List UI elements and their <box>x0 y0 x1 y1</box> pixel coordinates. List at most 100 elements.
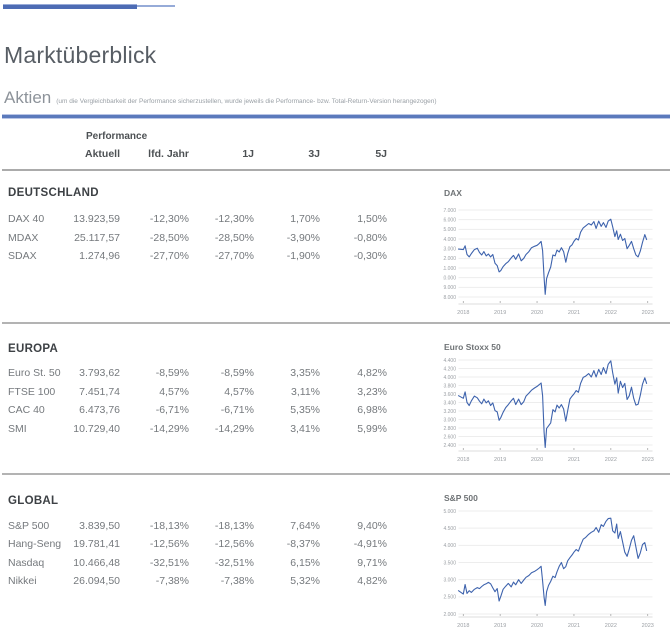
y-axis-tick-label: 13.000 <box>443 246 456 252</box>
y-axis-tick-label: 4.500 <box>443 526 456 532</box>
x-axis-tick-label: 2020 <box>531 457 543 463</box>
aktien-heading: Aktien <box>4 88 52 107</box>
x-axis-tick-label: 2019 <box>494 310 506 316</box>
y-axis-tick-label: 4.400 <box>443 358 456 364</box>
dax-line-chart: 8.000 9.000 10.000 11.000 12.000 13.000 14.000… <box>443 208 654 316</box>
section-title: EUROPA <box>8 343 59 355</box>
value-lfd-jahr: -7,38% <box>155 575 189 588</box>
index-name: S&P 500 <box>8 519 50 532</box>
y-axis-tick-label: 3.000 <box>443 417 456 423</box>
header-divider <box>2 169 670 171</box>
table-row: Nasdaq 10.466,48 -32,51% -32,51% 6,15% 9,71% <box>8 554 390 573</box>
x-axis-tick-label: 2022 <box>605 623 617 629</box>
column-header-1j: 1J <box>242 148 254 160</box>
value-1j: -27,70% <box>214 250 254 263</box>
index-name: MDAX <box>8 231 39 244</box>
section-rows: DAX 40 13.923,59 -12,30% -12,30% 1,70% 1,50% M… <box>8 210 390 266</box>
x-axis-tick-label: 2021 <box>568 457 580 463</box>
section-deutschland: DEUTSCHLAND DAX 40 13.923,59 -12,30% -12,30… <box>8 187 390 266</box>
blue-divider <box>2 114 670 119</box>
value-lfd-jahr: -12,56% <box>149 538 189 551</box>
table-row: Euro St. 50 3.793,62 -8,59% -8,59% 3,35% 4,82… <box>8 364 390 383</box>
y-axis-tick-label: 15.000 <box>443 227 456 233</box>
index-name: Nasdaq <box>8 556 45 569</box>
y-axis-tick-label: 3.400 <box>443 400 456 406</box>
value-lfd-jahr: -28,50% <box>149 231 189 244</box>
x-axis-tick-label: 2018 <box>457 623 469 629</box>
value-aktuell: 10.729,40 <box>73 422 120 435</box>
index-name: FTSE 100 <box>8 385 56 398</box>
table-row: Nikkei 26.094,50 -7,38% -7,38% 5,32% 4,82% <box>8 572 390 591</box>
value-1j: -6,71% <box>220 404 254 417</box>
x-axis-tick-label: 2023 <box>642 623 654 629</box>
y-axis-tick-label: 3.500 <box>443 560 456 566</box>
section-title: DEUTSCHLAND <box>8 187 99 199</box>
table-row: SMI 10.729,40 -14,29% -14,29% 3,41% 5,99% <box>8 420 390 439</box>
value-3j: 5,35% <box>290 404 320 417</box>
y-axis-tick-label: 9.000 <box>443 285 456 291</box>
value-3j: 5,32% <box>290 575 320 588</box>
column-group-header: Performance <box>86 131 148 142</box>
brand-bar-segment-light <box>137 5 175 7</box>
column-header-aktuell: Aktuell <box>84 148 120 160</box>
value-aktuell: 3.793,62 <box>79 367 120 380</box>
value-3j: -8,37% <box>286 538 320 551</box>
value-3j: 3,11% <box>291 385 320 398</box>
value-5j: 4,82% <box>357 367 387 380</box>
value-aktuell: 10.466,48 <box>73 556 120 569</box>
y-axis-tick-label: 14.000 <box>443 237 456 243</box>
value-lfd-jahr: -6,71% <box>155 404 189 417</box>
value-lfd-jahr: -32,51% <box>149 556 189 569</box>
x-axis-tick-label: 2022 <box>605 310 617 316</box>
y-axis-tick-label: 11.000 <box>443 266 456 272</box>
value-1j: -28,50% <box>214 231 254 244</box>
index-name: Nikkei <box>8 575 37 588</box>
table-row: SDAX 1.274,96 -27,70% -27,70% -1,90% -0,30% <box>8 247 390 266</box>
value-1j: -14,29% <box>214 422 254 435</box>
value-lfd-jahr: -18,13% <box>149 519 189 532</box>
x-axis-tick-label: 2019 <box>494 457 506 463</box>
value-aktuell: 25.117,57 <box>74 231 120 244</box>
value-5j: 9,71% <box>357 556 387 569</box>
y-axis-tick-label: 8.000 <box>443 295 456 301</box>
section-europa: EUROPA Euro St. 50 3.793,62 -8,59% -8,59% 3,… <box>8 343 390 439</box>
page-title: Marktüberblick <box>4 42 157 68</box>
value-1j: -8,59% <box>220 367 254 380</box>
table-row: S&P 500 3.839,50 -18,13% -18,13% 7,64% 9,40% <box>8 517 390 536</box>
y-axis-tick-label: 4.200 <box>443 366 456 372</box>
table-row: CAC 40 6.473,76 -6,71% -6,71% 5,35% 6,98% <box>8 401 390 420</box>
value-3j: 1,70% <box>290 213 320 226</box>
value-lfd-jahr: 4,57% <box>159 385 189 398</box>
table-row: MDAX 25.117,57 -28,50% -28,50% -3,90% -0,80% <box>8 229 390 248</box>
section-rows: S&P 500 3.839,50 -18,13% -18,13% 7,64% 9,40% H… <box>8 517 390 591</box>
section-divider <box>2 473 670 475</box>
x-axis-tick-label: 2018 <box>457 310 469 316</box>
table-row: FTSE 100 7.451,74 4,57% 4,57% 3,11% 3,23% <box>8 383 390 402</box>
chart-title-euro-stoxx-50: Euro Stoxx 50 <box>444 342 501 352</box>
price-line <box>457 517 648 606</box>
y-axis-tick-label: 16.000 <box>443 217 456 223</box>
x-axis-tick-label: 2021 <box>568 623 580 629</box>
euro-stoxx-50-line-chart: 2.400 2.600 2.800 3.000 3.200 3.400 3.600 3.800… <box>443 358 654 463</box>
value-aktuell: 7.451,74 <box>79 385 120 398</box>
value-5j: 1,50% <box>357 213 387 226</box>
value-lfd-jahr: -27,70% <box>149 250 189 263</box>
section-global: GLOBAL S&P 500 3.839,50 -18,13% -18,13% 7,64… <box>8 495 390 591</box>
sp-500-line-chart: 2.000 2.500 3.000 3.500 4.000 4.500 5.000 2018 2… <box>443 509 654 629</box>
x-axis-tick-label: 2020 <box>531 623 543 629</box>
value-5j: 5,99% <box>357 422 387 435</box>
price-line <box>457 218 648 295</box>
value-aktuell: 1.274,96 <box>79 250 120 263</box>
value-3j: 3,41% <box>290 422 320 435</box>
value-lfd-jahr: -8,59% <box>155 367 189 380</box>
x-axis-tick-label: 2020 <box>531 310 543 316</box>
chart-title-dax: DAX <box>444 188 462 198</box>
value-5j: -0,80% <box>353 231 387 244</box>
x-axis-tick-label: 2019 <box>494 623 506 629</box>
y-axis-tick-label: 3.000 <box>443 577 456 583</box>
y-axis-tick-label: 3.800 <box>443 383 456 389</box>
y-axis-tick-label: 2.800 <box>443 426 456 432</box>
x-axis-tick-label: 2023 <box>642 457 654 463</box>
column-header-empty <box>8 148 66 160</box>
value-3j: -3,90% <box>286 231 320 244</box>
